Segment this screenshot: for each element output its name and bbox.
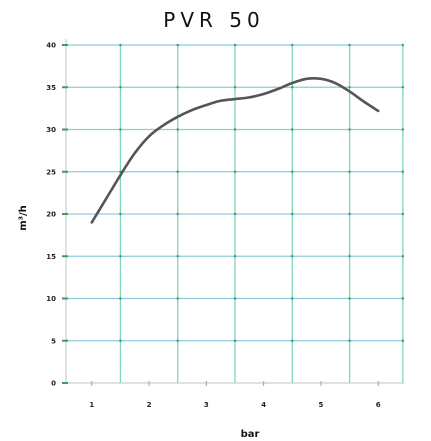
y-tick-label-5: 25 — [46, 168, 56, 176]
grid-node-2-3 — [233, 255, 237, 258]
y-tick-label-1: 5 — [51, 337, 56, 345]
x-tick-label-2: 3 — [204, 401, 209, 409]
y-axis-label: m³/h — [18, 205, 29, 231]
grid-node-2-5 — [233, 170, 237, 173]
grid-node-0-6 — [119, 128, 122, 131]
grid-node-3-1 — [291, 339, 294, 342]
grid-node-0-2 — [119, 297, 122, 300]
grid-node-3-7 — [291, 86, 294, 89]
grid-node-5-6 — [401, 128, 405, 131]
grid-node-4-5 — [348, 170, 351, 173]
grid-node-3-6 — [291, 128, 294, 131]
grid-node-1-3 — [176, 255, 179, 258]
grid-node-5-7 — [401, 86, 405, 89]
grid-node-4-7 — [348, 86, 351, 89]
axes — [62, 39, 404, 386]
grid-node-3-5 — [291, 170, 294, 173]
grid-node-5-5 — [401, 170, 405, 173]
x-tick-label-4: 5 — [318, 401, 323, 409]
tick-labels: 0 5 10 15 20 25 30 35 40 1 2 3 4 5 6 — [46, 42, 381, 410]
grid-node-0-8 — [119, 43, 122, 47]
y-tick-label-4: 20 — [46, 211, 56, 219]
y-tick-label-0: 0 — [51, 380, 56, 388]
y-tick-label-3: 15 — [46, 253, 56, 261]
y-tick-label-7: 35 — [46, 84, 56, 92]
grid-node-1-7 — [176, 86, 179, 89]
grid-node-3-4 — [291, 212, 294, 216]
grid-node-1-8 — [176, 43, 179, 47]
x-axis-label: bar — [241, 429, 260, 440]
grid-node-4-8 — [348, 43, 351, 47]
grid-node-1-2 — [176, 297, 179, 300]
grid-node-3-2 — [291, 297, 294, 300]
grid-node-2-1 — [233, 339, 237, 342]
x-tick-label-3: 4 — [261, 401, 266, 409]
grid-node-4-3 — [348, 255, 351, 258]
y-tick-label-6: 30 — [46, 126, 56, 134]
grid-node-5-4 — [401, 212, 405, 216]
grid-node-0-1 — [119, 339, 122, 342]
grid-node-2-2 — [233, 297, 237, 300]
grid-node-3-3 — [291, 255, 294, 258]
grid-node-2-6 — [233, 128, 237, 131]
x-tick-label-0: 1 — [89, 401, 94, 409]
grid-node-5-2 — [401, 297, 405, 300]
grid-node-5-1 — [401, 339, 405, 342]
grid-node-2-8 — [233, 43, 237, 47]
y-tick-label-8: 40 — [46, 42, 56, 50]
grid-node-0-4 — [119, 212, 122, 216]
series — [90, 76, 380, 224]
grid-node-1-5 — [176, 170, 179, 173]
series-line-0 — [90, 76, 380, 224]
grid-node-2-4 — [233, 212, 237, 216]
grid-node-4-2 — [348, 297, 351, 300]
grid-node-4-1 — [348, 339, 351, 342]
grid-node-2-7 — [233, 86, 237, 89]
y-tick-label-2: 10 — [46, 295, 56, 303]
chart-title: PVR 50 — [163, 8, 264, 32]
x-tick-label-1: 2 — [147, 401, 152, 409]
grid-node-4-4 — [348, 212, 351, 216]
grid-node-1-6 — [176, 128, 179, 131]
grid-node-0-7 — [119, 86, 122, 89]
grid-node-5-8 — [401, 43, 405, 47]
grid-node-5-3 — [401, 255, 405, 258]
grid-node-3-8 — [291, 43, 294, 47]
x-tick-label-5: 6 — [376, 401, 381, 409]
grid-node-4-6 — [348, 128, 351, 131]
grid-node-1-1 — [176, 339, 179, 342]
grid-node-1-4 — [176, 212, 179, 216]
grid-node-0-3 — [119, 255, 122, 258]
